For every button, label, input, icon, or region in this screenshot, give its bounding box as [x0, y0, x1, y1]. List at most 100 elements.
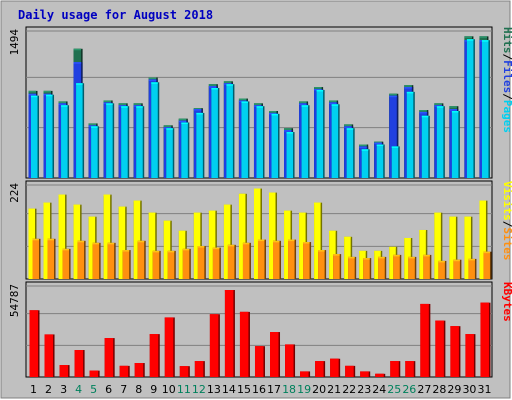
bar-files-21-highlight [329, 102, 337, 104]
bar-kbytes-28-face [435, 320, 444, 377]
bar-kbytes-18-face [285, 344, 294, 377]
bar-visits-25-face [389, 246, 396, 279]
bar-files-15-highlight [238, 100, 247, 102]
bar-kbytes-6-highlight [104, 338, 114, 340]
bar-kbytes-22 [345, 365, 356, 377]
bar-sites-2-face [47, 238, 55, 279]
bar-pages-23-face [361, 149, 369, 178]
bar-sites-19-highlight [303, 242, 310, 244]
bar-kbytes-27-highlight [420, 303, 429, 306]
bar-sites-2 [47, 238, 56, 279]
bar-visits-17-face [269, 192, 276, 279]
bar-files-26-highlight [404, 87, 412, 89]
bar-sites-7-highlight [122, 250, 130, 252]
bar-visits-6-face [103, 194, 111, 279]
bar-visits-22-face [344, 236, 351, 279]
bar-pages-19-highlight [301, 105, 309, 107]
bar-kbytes-9-highlight [149, 334, 159, 336]
bar-sites-14-face [227, 244, 235, 279]
bar-sites-24 [378, 256, 387, 279]
bar-pages-24 [376, 144, 385, 178]
bar-kbytes-19 [300, 371, 311, 377]
bar-pages-12-face [196, 112, 203, 178]
bar-visits-2-highlight [43, 202, 51, 205]
bar-pages-28-face [436, 106, 444, 178]
bar-kbytes-13 [209, 314, 220, 377]
bar-visits-10 [163, 220, 172, 279]
bar-sites-28-face [438, 260, 445, 279]
bar-visits-11-face [178, 230, 186, 279]
bar-kbytes-23 [360, 371, 371, 377]
x-tick-label-31: 31 [477, 383, 491, 396]
bar-kbytes-16-face [254, 346, 264, 377]
bar-pages-13-face [211, 88, 218, 178]
bar-sites-15-highlight [242, 242, 250, 245]
bar-visits-15 [238, 193, 247, 279]
bar-kbytes-24-highlight [375, 373, 384, 376]
bar-kbytes-25 [390, 361, 401, 377]
bar-sites-17-highlight [273, 240, 280, 243]
bar-pages-26 [406, 91, 415, 178]
bar-kbytes-30-highlight [465, 334, 474, 336]
bar-hits-17-highlight [269, 110, 277, 113]
bar-kbytes-9-face [149, 334, 159, 377]
bar-sites-31-highlight [483, 251, 490, 254]
bar-kbytes-12-face [194, 361, 204, 377]
bar-sites-25-highlight [393, 254, 400, 257]
bar-pages-11 [181, 122, 190, 178]
bar-pages-4 [76, 83, 85, 178]
bar-kbytes-2-highlight [44, 334, 54, 336]
bar-visits-11-highlight [178, 230, 186, 233]
bar-kbytes-8-highlight [134, 363, 144, 365]
bar-visits-29-face [449, 216, 456, 279]
bar-pages-12 [196, 112, 205, 178]
bar-pages-14-face [226, 84, 233, 178]
bar-sites-4-face [77, 240, 85, 279]
bar-files-20-highlight [314, 88, 322, 91]
bar-kbytes-24-face [375, 373, 384, 377]
bar-kbytes-2-face [44, 334, 54, 377]
bar-sites-13-face [212, 247, 220, 279]
bar-hits-2-highlight [43, 90, 52, 93]
bar-pages-24-face [376, 144, 384, 178]
bar-sites-9-face [152, 250, 160, 279]
bar-kbytes-3 [59, 365, 70, 377]
bar-pages-17-highlight [271, 113, 279, 116]
bar-pages-31 [481, 40, 490, 179]
bar-pages-26-highlight [406, 91, 414, 94]
bar-sites-22-highlight [348, 256, 355, 259]
bar-pages-14-highlight [226, 84, 233, 86]
legend-pages: Pages [501, 100, 512, 133]
bar-visits-14-face [223, 204, 231, 279]
legend-sites: Sites [501, 227, 512, 260]
bar-pages-10 [166, 128, 175, 178]
bar-files-24-highlight [374, 142, 382, 145]
bar-files-29-highlight [449, 109, 457, 111]
legend-sites-visits: Visits/Sites [501, 181, 512, 261]
bar-sites-14-highlight [227, 244, 235, 247]
bar-pages-2 [46, 94, 55, 178]
bar-hits-10-highlight [163, 125, 172, 127]
bar-sites-6-face [107, 242, 115, 279]
bar-files-27-highlight [419, 111, 427, 114]
bar-visits-19-highlight [299, 212, 306, 215]
bar-pages-5 [91, 126, 100, 178]
bar-kbytes-15-face [239, 311, 249, 377]
bar-kbytes-11-highlight [179, 366, 189, 368]
bar-pages-20 [316, 89, 325, 178]
bar-sites-19 [303, 242, 312, 279]
bar-sites-1 [32, 238, 41, 279]
bar-kbytes-4 [74, 350, 85, 377]
bar-files-2-highlight [43, 93, 52, 96]
bar-pages-17-face [271, 113, 279, 178]
bar-visits-19-face [299, 212, 306, 279]
bar-visits-10-highlight [163, 220, 171, 223]
bar-visits-6-highlight [103, 194, 111, 197]
bar-files-6-highlight [103, 102, 112, 104]
bar-visits-26-highlight [404, 238, 411, 240]
bar-kbytes-4-face [74, 350, 84, 377]
bar-pages-15-highlight [241, 101, 248, 103]
x-tick-label-9: 9 [150, 383, 157, 396]
bar-kbytes-4-highlight [74, 350, 84, 352]
panel-kbytes [25, 281, 493, 378]
